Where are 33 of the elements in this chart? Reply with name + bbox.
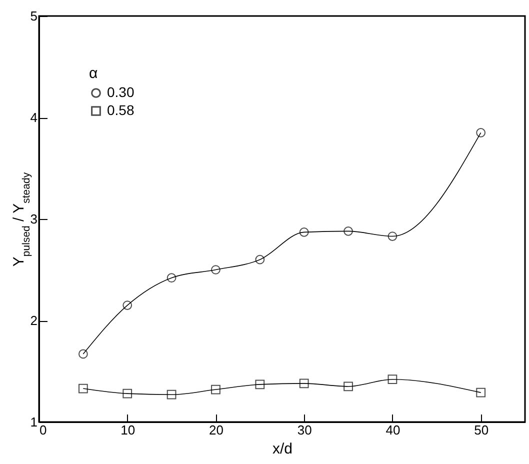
point (344, 226, 353, 236)
y-tick-label: 2 (30, 313, 38, 328)
point (476, 128, 486, 138)
legend-label: 0.58 (107, 102, 134, 118)
x-tick-label: 50 (474, 422, 489, 438)
y-tick-label: 1 (30, 414, 38, 430)
point (388, 232, 398, 241)
legend-title: α (89, 65, 98, 82)
x-tick-label: 10 (120, 422, 136, 438)
y-tick-label: 5 (30, 8, 38, 24)
point (255, 380, 265, 390)
point (211, 384, 220, 394)
x-axis-title: x/d (272, 440, 293, 458)
point (344, 382, 353, 392)
x-tick-label: 0 (40, 422, 47, 438)
point (122, 300, 132, 310)
point (78, 349, 88, 359)
point (166, 273, 176, 283)
point (255, 254, 265, 264)
point (211, 265, 220, 274)
x-tick-label: 40 (386, 422, 400, 438)
point (122, 388, 132, 398)
point (388, 374, 398, 384)
y-tick-label: 3 (30, 212, 38, 226)
x-tick-label: 30 (297, 422, 312, 438)
y-tick-label: 4 (30, 110, 38, 125)
legend-label: 0.30 (107, 84, 134, 100)
point (299, 378, 309, 388)
point (476, 388, 486, 398)
x-tick-label: 20 (208, 422, 224, 438)
point (78, 384, 88, 394)
point (299, 228, 309, 237)
point (166, 390, 176, 400)
